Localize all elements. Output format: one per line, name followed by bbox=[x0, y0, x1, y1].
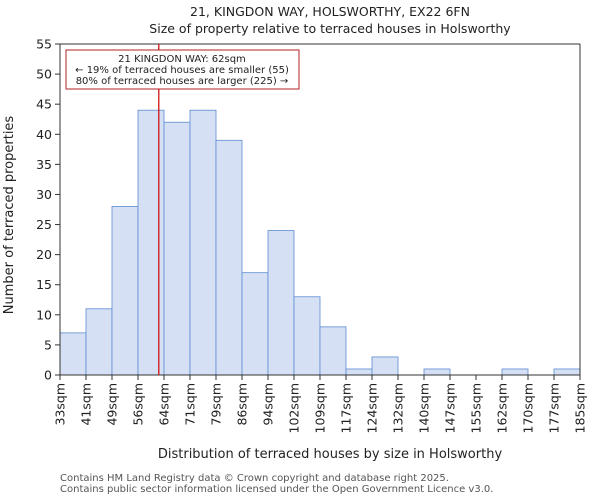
x-tick-label: 117sqm bbox=[339, 383, 354, 433]
histogram-bar bbox=[293, 296, 321, 376]
y-tick-label: 45 bbox=[36, 97, 52, 112]
x-tick-label: 49sqm bbox=[105, 383, 120, 426]
x-tick-label: 147sqm bbox=[443, 383, 458, 433]
histogram-bar bbox=[371, 356, 399, 376]
histogram-bar bbox=[215, 139, 243, 376]
x-tick-label: 177sqm bbox=[547, 383, 562, 433]
annotation-frame bbox=[65, 49, 300, 90]
footer-line-1: Contains HM Land Registry data © Crown c… bbox=[60, 473, 449, 484]
annotation-box: 21 KINGDON WAY: 62sqm ← 19% of terraced … bbox=[65, 49, 300, 90]
histogram-bar bbox=[163, 121, 191, 376]
y-tick-label: 25 bbox=[36, 217, 52, 232]
annotation-line-3: 80% of terraced houses are larger (225) … bbox=[76, 76, 289, 87]
x-tick-label: 71sqm bbox=[183, 383, 198, 426]
y-tick-label: 5 bbox=[44, 337, 52, 352]
histogram-bar bbox=[345, 368, 373, 376]
y-tick-label: 15 bbox=[36, 277, 52, 292]
y-tick-label: 30 bbox=[36, 187, 52, 202]
annotation-line-1: 21 KINGDON WAY: 62sqm bbox=[118, 54, 246, 65]
histogram-bar bbox=[501, 368, 529, 376]
x-tick-label: 64sqm bbox=[157, 383, 172, 426]
x-tick-label: 33sqm bbox=[53, 383, 68, 426]
y-axis-ticks: 0 5 10 15 20 25 30 35 40 45 50 55 bbox=[36, 37, 60, 383]
x-tick-label: 79sqm bbox=[209, 383, 224, 426]
y-tick-label: 35 bbox=[36, 157, 52, 172]
histogram-bar bbox=[189, 109, 217, 376]
x-axis-label: Distribution of terraced houses by size … bbox=[158, 447, 503, 462]
chart-title: 21, KINGDON WAY, HOLSWORTHY, EX22 6FN bbox=[190, 4, 470, 19]
y-tick-label: 0 bbox=[44, 368, 52, 383]
x-tick-label: 185sqm bbox=[573, 383, 588, 433]
histogram-bar bbox=[553, 368, 581, 376]
histogram-bar bbox=[241, 272, 269, 376]
x-tick-label: 132sqm bbox=[391, 383, 406, 433]
histogram-bar bbox=[423, 368, 451, 376]
x-tick-label: 94sqm bbox=[261, 383, 276, 426]
y-tick-label: 55 bbox=[36, 37, 52, 52]
x-tick-label: 155sqm bbox=[469, 383, 484, 433]
bars-group bbox=[59, 109, 581, 376]
x-axis-ticks: 33sqm 41sqm 49sqm 56sqm 64sqm 71sqm 79sqm 86sqm… bbox=[53, 375, 588, 433]
x-tick-label: 162sqm bbox=[495, 383, 510, 433]
x-tick-label: 124sqm bbox=[365, 383, 380, 433]
y-tick-label: 50 bbox=[36, 67, 52, 82]
y-tick-label: 10 bbox=[36, 307, 52, 322]
histogram-bar bbox=[85, 308, 113, 376]
x-tick-label: 56sqm bbox=[131, 383, 146, 426]
y-tick-label: 20 bbox=[36, 247, 52, 262]
x-tick-label: 86sqm bbox=[235, 383, 250, 426]
x-tick-label: 170sqm bbox=[521, 383, 536, 433]
histogram-bar bbox=[59, 332, 87, 376]
annotation-line-2: ← 19% of terraced houses are smaller (55… bbox=[75, 65, 289, 76]
histogram-bar bbox=[137, 109, 165, 376]
y-axis-label: Number of terraced properties bbox=[2, 116, 17, 315]
x-tick-label: 102sqm bbox=[287, 383, 302, 433]
chart-subtitle: Size of property relative to terraced ho… bbox=[149, 21, 511, 36]
x-tick-label: 41sqm bbox=[79, 383, 94, 426]
footer-line-2: Contains public sector information licen… bbox=[60, 484, 494, 495]
x-tick-label: 109sqm bbox=[313, 383, 328, 433]
histogram-chart: 21, KINGDON WAY, HOLSWORTHY, EX22 6FN Si… bbox=[2, 4, 588, 462]
histogram-bar bbox=[267, 230, 295, 376]
y-tick-label: 40 bbox=[36, 127, 52, 142]
histogram-bar bbox=[111, 206, 139, 376]
histogram-bar bbox=[319, 326, 347, 376]
x-tick-label: 140sqm bbox=[417, 383, 432, 433]
